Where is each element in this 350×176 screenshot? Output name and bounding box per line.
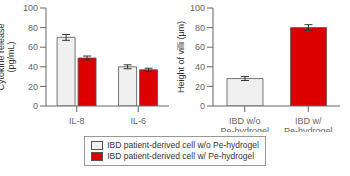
svg-text:0: 0	[33, 101, 38, 111]
svg-text:40: 40	[28, 62, 38, 72]
svg-text:60: 60	[28, 42, 38, 52]
svg-text:IBD w/Pe-hydrogel: IBD w/Pe-hydrogel	[284, 116, 333, 132]
svg-text:20: 20	[195, 82, 205, 92]
svg-text:80: 80	[28, 23, 38, 33]
svg-text:100: 100	[190, 3, 205, 13]
svg-text:100: 100	[23, 3, 38, 13]
svg-text:IL-8: IL-8	[69, 116, 85, 126]
svg-text:20: 20	[28, 82, 38, 92]
svg-text:0: 0	[200, 101, 205, 111]
svg-text:40: 40	[195, 62, 205, 72]
svg-text:IL-6: IL-6	[130, 116, 146, 126]
svg-text:IBD w/oPe-hydrogel: IBD w/oPe-hydrogel	[220, 116, 269, 132]
html-text:IBD patient-derived cell w/ Pe: IBD patient-derived cell w/ Pe-hydrogel	[107, 151, 255, 161]
svg-text:Height of villi (μm): Height of villi (μm)	[176, 21, 186, 93]
svg-text:60: 60	[195, 42, 205, 52]
html-text:IBD patient-derived cell w/o P: IBD patient-derived cell w/o Pe-hydrogel	[107, 140, 259, 150]
svg-text:Cytokine release(pg/mL): Cytokine release(pg/mL)	[8, 23, 16, 90]
svg-text:80: 80	[195, 23, 205, 33]
